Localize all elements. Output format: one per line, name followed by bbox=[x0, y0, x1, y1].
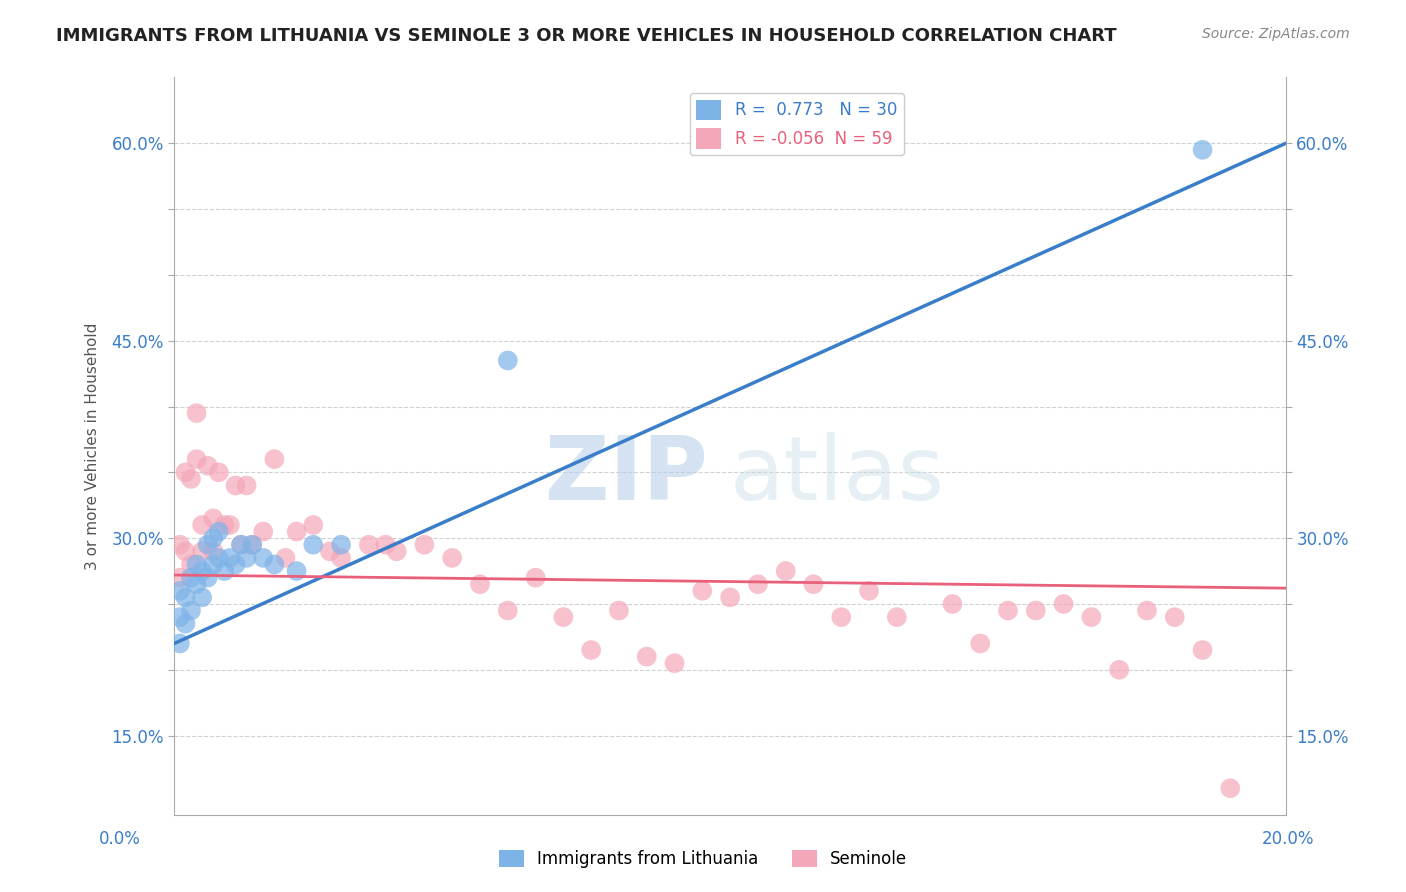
Point bbox=[468, 577, 491, 591]
Point bbox=[886, 610, 908, 624]
Point bbox=[202, 558, 225, 572]
Point bbox=[1164, 610, 1187, 624]
Point bbox=[413, 538, 436, 552]
Text: ZIP: ZIP bbox=[546, 432, 707, 519]
Text: 20.0%: 20.0% bbox=[1263, 830, 1315, 847]
Point bbox=[180, 558, 202, 572]
Point bbox=[169, 610, 191, 624]
Point bbox=[169, 538, 191, 552]
Point bbox=[263, 558, 285, 572]
Point bbox=[202, 511, 225, 525]
Point bbox=[169, 571, 191, 585]
Point bbox=[1052, 597, 1074, 611]
Point bbox=[330, 538, 353, 552]
Point bbox=[229, 538, 252, 552]
Point bbox=[830, 610, 852, 624]
Point bbox=[969, 636, 991, 650]
Point bbox=[1219, 781, 1241, 796]
Legend: Immigrants from Lithuania, Seminole: Immigrants from Lithuania, Seminole bbox=[492, 843, 914, 875]
Point bbox=[208, 524, 231, 539]
Point bbox=[1136, 603, 1159, 617]
Point bbox=[169, 583, 191, 598]
Point bbox=[186, 558, 208, 572]
Point bbox=[197, 538, 219, 552]
Point bbox=[219, 518, 242, 533]
Point bbox=[1025, 603, 1047, 617]
Point bbox=[664, 656, 686, 670]
Point bbox=[496, 603, 519, 617]
Point bbox=[174, 466, 197, 480]
Point bbox=[191, 564, 214, 578]
Point bbox=[174, 544, 197, 558]
Point bbox=[285, 564, 308, 578]
Point bbox=[219, 550, 242, 565]
Point bbox=[775, 564, 797, 578]
Point bbox=[191, 591, 214, 605]
Text: atlas: atlas bbox=[730, 432, 945, 519]
Point bbox=[240, 538, 263, 552]
Point bbox=[224, 558, 246, 572]
Point bbox=[374, 538, 396, 552]
Point bbox=[579, 643, 602, 657]
Point bbox=[553, 610, 575, 624]
Point bbox=[285, 524, 308, 539]
Point bbox=[174, 591, 197, 605]
Point bbox=[302, 518, 325, 533]
Legend: R =  0.773   N = 30, R = -0.056  N = 59: R = 0.773 N = 30, R = -0.056 N = 59 bbox=[690, 93, 904, 155]
Point bbox=[1108, 663, 1130, 677]
Point bbox=[191, 544, 214, 558]
Point bbox=[180, 571, 202, 585]
Y-axis label: 3 or more Vehicles in Household: 3 or more Vehicles in Household bbox=[86, 322, 100, 570]
Point bbox=[1191, 143, 1213, 157]
Point bbox=[803, 577, 825, 591]
Point bbox=[202, 544, 225, 558]
Point bbox=[235, 478, 257, 492]
Point bbox=[180, 603, 202, 617]
Point bbox=[607, 603, 630, 617]
Point bbox=[240, 538, 263, 552]
Point bbox=[235, 550, 257, 565]
Point bbox=[524, 571, 547, 585]
Point bbox=[191, 518, 214, 533]
Point bbox=[274, 550, 297, 565]
Point bbox=[263, 452, 285, 467]
Text: Source: ZipAtlas.com: Source: ZipAtlas.com bbox=[1202, 27, 1350, 41]
Text: IMMIGRANTS FROM LITHUANIA VS SEMINOLE 3 OR MORE VEHICLES IN HOUSEHOLD CORRELATIO: IMMIGRANTS FROM LITHUANIA VS SEMINOLE 3 … bbox=[56, 27, 1116, 45]
Point bbox=[1191, 643, 1213, 657]
Point bbox=[636, 649, 658, 664]
Point bbox=[197, 458, 219, 473]
Point bbox=[252, 524, 274, 539]
Point bbox=[224, 478, 246, 492]
Point bbox=[357, 538, 380, 552]
Point bbox=[197, 571, 219, 585]
Point bbox=[385, 544, 408, 558]
Point bbox=[208, 466, 231, 480]
Point bbox=[1080, 610, 1102, 624]
Point bbox=[186, 577, 208, 591]
Text: 0.0%: 0.0% bbox=[98, 830, 141, 847]
Point bbox=[214, 564, 236, 578]
Point bbox=[330, 550, 353, 565]
Point bbox=[858, 583, 880, 598]
Point bbox=[229, 538, 252, 552]
Point bbox=[496, 353, 519, 368]
Point bbox=[997, 603, 1019, 617]
Point bbox=[319, 544, 342, 558]
Point bbox=[180, 472, 202, 486]
Point bbox=[202, 531, 225, 545]
Point bbox=[186, 406, 208, 420]
Point bbox=[169, 636, 191, 650]
Point bbox=[718, 591, 741, 605]
Point bbox=[252, 550, 274, 565]
Point bbox=[186, 452, 208, 467]
Point bbox=[214, 518, 236, 533]
Point bbox=[747, 577, 769, 591]
Point bbox=[208, 550, 231, 565]
Point bbox=[692, 583, 714, 598]
Point bbox=[941, 597, 963, 611]
Point bbox=[441, 550, 464, 565]
Point bbox=[302, 538, 325, 552]
Point bbox=[174, 616, 197, 631]
